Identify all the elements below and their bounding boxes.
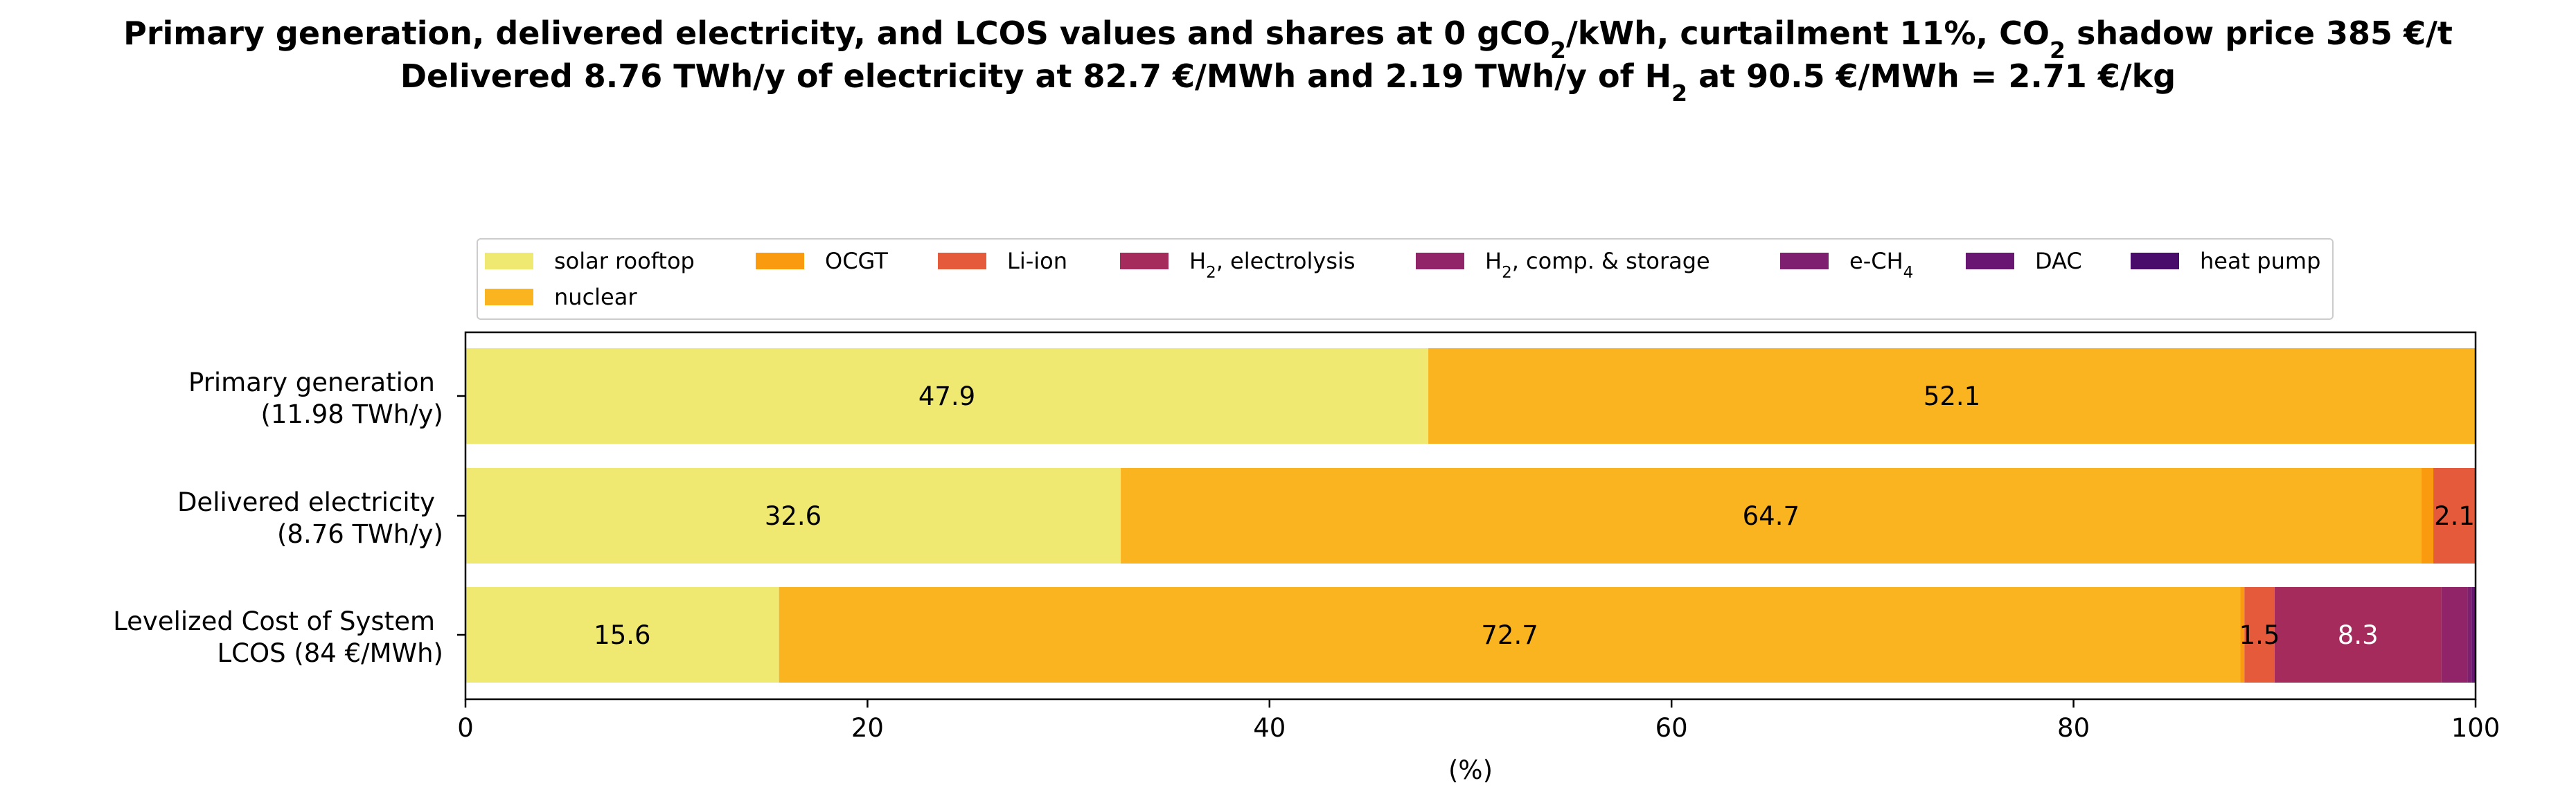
legend-label: OCGT xyxy=(825,248,888,274)
data-label: 64.7 xyxy=(1743,501,1800,531)
bar-solar-rooftop-2 xyxy=(465,468,1121,564)
legend-label: H2, electrolysis xyxy=(1189,248,1356,282)
legend-label: heat pump xyxy=(2200,248,2320,274)
title-line-2: Delivered 8.76 TWh/y of electricity at 8… xyxy=(400,57,2176,107)
bars: 47.9 52.1 32.6 64.7 2.1 15.6 72.7 1.5 8.3 xyxy=(465,348,2476,683)
data-label: 52.1 xyxy=(1924,381,1980,411)
title-line-1: Primary generation, delivered electricit… xyxy=(123,15,2453,64)
bar-ocgt-2 xyxy=(2421,468,2434,564)
legend-entry-heat-pump: heat pump xyxy=(2131,248,2320,274)
legend-swatch xyxy=(1416,253,1464,269)
x-tick-label: 0 xyxy=(457,713,474,743)
legend-entry-li-ion: Li-ion xyxy=(938,248,1067,274)
bar-h2-comp-storage-3 xyxy=(2441,587,2468,683)
legend-entry-e-ch4: e-CH4 xyxy=(1780,248,1913,282)
bar-nuclear-1 xyxy=(1428,348,2476,444)
legend-swatch xyxy=(756,253,804,269)
legend-entry-h2-comp-storage: H2, comp. & storage xyxy=(1416,248,1710,282)
data-label: 15.6 xyxy=(594,620,650,650)
chart-title: Primary generation, delivered electricit… xyxy=(123,15,2453,107)
legend-swatch xyxy=(1780,253,1829,269)
y-tick-label-line1: Levelized Cost of System xyxy=(113,606,435,636)
legend-label: e-CH4 xyxy=(1849,248,1913,282)
data-label: 32.6 xyxy=(765,501,821,531)
legend-entry-ocgt: OCGT xyxy=(756,248,888,274)
data-label: 2.1 xyxy=(2434,501,2475,531)
legend-entry-h2-electrolysis: H2, electrolysis xyxy=(1120,248,1356,282)
bar-e-ch4-3 xyxy=(2467,587,2472,683)
legend-label: Li-ion xyxy=(1007,248,1067,274)
legend-entry-nuclear: nuclear xyxy=(485,284,637,310)
x-axis-label: (%) xyxy=(1448,755,1493,785)
x-tick-label: 60 xyxy=(1655,713,1688,743)
data-label: 1.5 xyxy=(2239,620,2280,650)
y-tick-label-line2: (8.76 TWh/y) xyxy=(277,519,443,549)
bar-nuclear-3 xyxy=(779,587,2241,683)
legend-swatch xyxy=(485,289,533,305)
axes: 0 20 40 60 80 100 (%) Primary generation(11.98 … xyxy=(113,331,2501,785)
legend-swatch xyxy=(485,253,533,269)
legend-swatch xyxy=(1966,253,2014,269)
bar-li-ion-3 xyxy=(2244,587,2275,683)
bar-h2-electrolysis-3 xyxy=(2274,587,2442,683)
x-tick-label: 100 xyxy=(2451,713,2501,743)
legend-label: H2, comp. & storage xyxy=(1485,248,1710,282)
data-label: 72.7 xyxy=(1481,620,1538,650)
legend-label: DAC xyxy=(2035,248,2082,274)
x-tick-label: 40 xyxy=(1253,713,1286,743)
bar-solar-rooftop-3 xyxy=(465,587,779,683)
legend: solar rooftop OCGT Li-ion H2, electrolysis H… xyxy=(477,238,2334,320)
bar-ocgt-3 xyxy=(2240,587,2245,683)
data-label: 8.3 xyxy=(2338,620,2379,650)
y-tick-label-line1: Delivered electricity xyxy=(177,487,435,517)
legend-swatch xyxy=(1120,253,1169,269)
legend-swatch xyxy=(938,253,986,269)
legend-swatch xyxy=(2131,253,2179,269)
bar-solar-rooftop-1 xyxy=(465,348,1429,444)
bar-li-ion-2 xyxy=(2433,468,2476,564)
data-label: 47.9 xyxy=(918,381,975,411)
x-tick-label: 20 xyxy=(851,713,884,743)
legend-entry-dac: DAC xyxy=(1966,248,2082,274)
y-tick-label-line2: (11.98 TWh/y) xyxy=(260,399,443,429)
legend-entry-solar-rooftop: solar rooftop xyxy=(485,248,695,274)
y-tick-label-line2: LCOS (84 €/MWh) xyxy=(217,638,444,668)
x-tick-label: 80 xyxy=(2057,713,2090,743)
bar-nuclear-2 xyxy=(1121,468,2422,564)
bar-dac-3 xyxy=(2471,587,2476,683)
legend-label: solar rooftop xyxy=(554,248,695,274)
y-tick-label-line1: Primary generation xyxy=(188,368,435,397)
legend-label: nuclear xyxy=(554,284,637,310)
